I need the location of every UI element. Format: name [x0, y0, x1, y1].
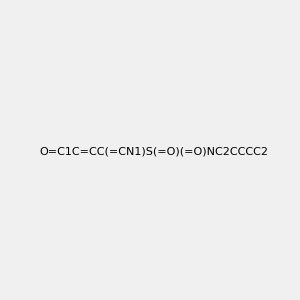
Text: O=C1C=CC(=CN1)S(=O)(=O)NC2CCCC2: O=C1C=CC(=CN1)S(=O)(=O)NC2CCCC2: [39, 146, 268, 157]
